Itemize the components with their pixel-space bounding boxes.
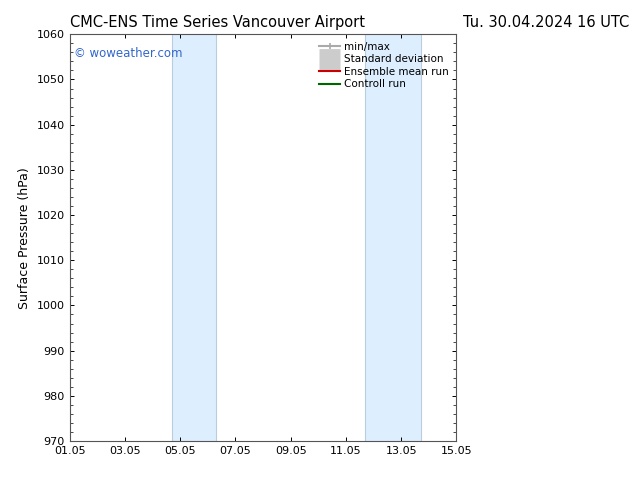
Text: © woweather.com: © woweather.com	[74, 47, 182, 59]
Legend: min/max, Standard deviation, Ensemble mean run, Controll run: min/max, Standard deviation, Ensemble me…	[318, 40, 451, 92]
Text: CMC-ENS Time Series Vancouver Airport: CMC-ENS Time Series Vancouver Airport	[70, 15, 365, 30]
Bar	[172, 34, 216, 441]
Y-axis label: Surface Pressure (hPa): Surface Pressure (hPa)	[18, 167, 31, 309]
Text: Tu. 30.04.2024 16 UTC: Tu. 30.04.2024 16 UTC	[463, 15, 629, 30]
Bar	[365, 34, 420, 441]
